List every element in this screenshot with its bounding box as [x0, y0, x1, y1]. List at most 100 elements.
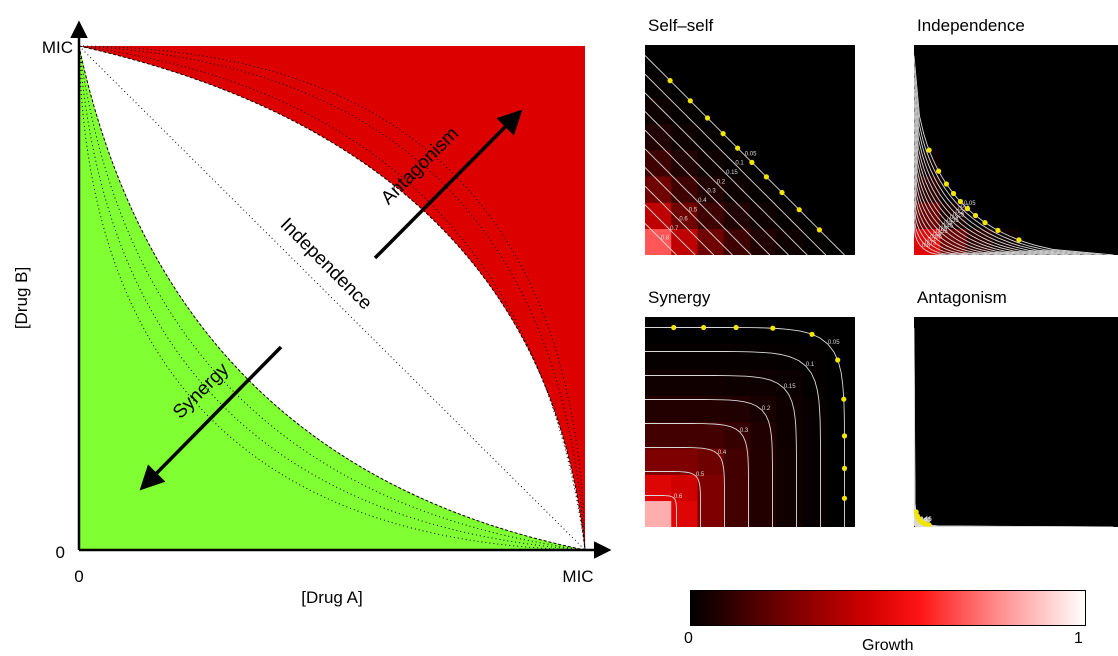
heatmap-cell	[940, 317, 967, 344]
heatmap-cell	[697, 317, 725, 344]
heatmap-cell	[645, 369, 672, 397]
heatmap-cell	[671, 45, 698, 72]
heatmap-cell	[750, 176, 777, 203]
heatmap-cell	[1019, 150, 1046, 177]
heatmap-cell	[828, 317, 855, 344]
heatmap-cell	[776, 500, 803, 527]
heatmap-cell	[645, 474, 672, 502]
contour-label: 0.05	[920, 517, 932, 523]
heatmap-cell	[1071, 448, 1099, 475]
heatmap-cell	[1097, 228, 1118, 255]
contour-line	[645, 167, 733, 255]
heatmap-cell	[697, 123, 725, 151]
contour-line	[914, 55, 1114, 255]
contour-line	[645, 495, 677, 527]
contour-label: 0.15	[726, 170, 738, 176]
contour-line	[645, 399, 773, 527]
contour-label: 0.1	[920, 517, 929, 523]
heatmap-cell	[992, 176, 1020, 203]
heatmap-cell	[802, 500, 830, 527]
heatmap-cell	[828, 45, 855, 72]
threshold-point	[779, 189, 785, 196]
heatmap-cell	[966, 176, 994, 203]
synergy-arrow	[139, 345, 283, 491]
heatmap-cell	[992, 422, 1020, 449]
y-tick-mic: MIC	[42, 38, 73, 57]
heatmap-cell	[671, 71, 698, 98]
heatmap-cell	[671, 228, 698, 255]
contour-line	[645, 55, 845, 255]
heatmap-self-self: 0.80.70.60.50.40.30.20.15 0.10.05	[645, 45, 855, 255]
heatmap-cell	[1019, 448, 1046, 475]
threshold-point	[720, 131, 726, 137]
heatmap-cell	[966, 474, 994, 502]
heatmap-cell	[750, 422, 777, 449]
heatmap-cell	[1071, 317, 1099, 344]
contour-line	[645, 148, 752, 255]
heatmap-synergy: 0.6 0.5 0.4 0.3 0.2 0.15 0.1 0.05	[645, 317, 855, 527]
heatmap-cell	[966, 500, 994, 527]
heatmap-cell	[1097, 71, 1118, 98]
heatmap-cell	[914, 448, 941, 475]
heatmap-cell	[645, 228, 672, 255]
contour-label: 0.6	[674, 494, 683, 500]
contour-label: 0.2	[762, 406, 771, 412]
contour-label: 0.75	[925, 240, 937, 246]
heatmap-cell	[828, 422, 855, 449]
heatmap-cell	[914, 474, 941, 502]
heatmap-cell	[1045, 123, 1072, 151]
contour-line	[645, 129, 771, 255]
heatmap-cell	[940, 448, 967, 475]
heatmap-cell	[697, 202, 725, 230]
contour-label: 0.15	[920, 518, 932, 524]
threshold-point	[687, 98, 693, 104]
threshold-point	[841, 495, 848, 501]
heatmap-cell	[1097, 448, 1118, 475]
heatmap-cell	[1045, 45, 1072, 72]
heatmap-cell	[1019, 500, 1046, 527]
independence-region	[79, 46, 585, 550]
heatmap-cell	[645, 343, 672, 370]
y-axis-label: [Drug B]	[12, 267, 31, 329]
heatmap-cell	[776, 474, 803, 502]
heatmap-cell	[992, 317, 1020, 344]
heatmap-cell	[828, 228, 855, 255]
threshold-point	[914, 513, 920, 519]
heatmap-cell	[1097, 45, 1118, 72]
heatmap-cell	[802, 448, 830, 475]
heatmap-cell	[940, 71, 967, 98]
heatmap-cell	[940, 395, 967, 423]
contour-label: 0.1	[735, 161, 744, 167]
heatmap-cell	[1045, 500, 1072, 527]
contour-label: 0.35	[947, 218, 959, 224]
contour-label: 0.6	[679, 217, 688, 223]
threshold-point	[704, 115, 711, 121]
heatmap-cell	[723, 317, 751, 344]
contour-label: 0.25	[953, 212, 965, 218]
heatmap-cell	[750, 369, 777, 397]
contour-line	[914, 189, 980, 255]
heatmap-cell	[1019, 474, 1046, 502]
heatmap-cell	[723, 97, 751, 125]
heatmap-cell	[1097, 500, 1118, 527]
heatmap-cell	[671, 343, 698, 370]
heatmap-cell	[966, 45, 994, 72]
heatmap-cell	[1019, 395, 1046, 423]
x-axis-label: [Drug A]	[301, 588, 362, 607]
heatmap-cell	[802, 150, 830, 177]
threshold-point	[749, 159, 755, 165]
heatmap-cell	[776, 71, 803, 98]
contour-line	[914, 100, 1069, 255]
heatmap-cell	[992, 500, 1020, 527]
heatmap-cell	[645, 45, 672, 72]
heatmap-cell	[1097, 343, 1118, 370]
heatmap-cell	[645, 150, 672, 177]
panel-title-independence: Independence	[917, 16, 1025, 35]
heatmap-cell	[828, 150, 855, 177]
heatmap-cell	[1097, 317, 1118, 344]
heatmap-cell	[697, 71, 725, 98]
heatmap-cell	[940, 474, 967, 502]
contour-label: 0.5	[696, 472, 705, 478]
heatmap-cell	[776, 123, 803, 151]
heatmap-cell	[914, 71, 941, 98]
